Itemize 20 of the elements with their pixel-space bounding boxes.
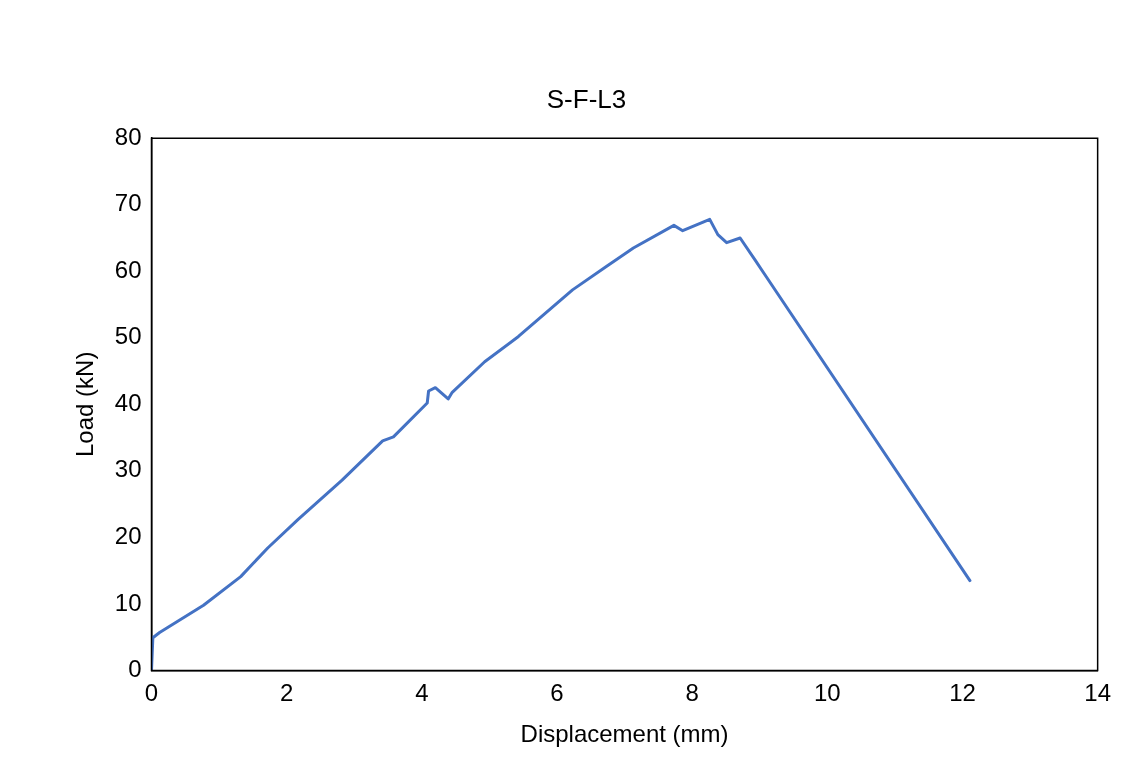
x-tick-label: 12: [949, 679, 976, 707]
y-tick-label: 10: [114, 588, 142, 616]
y-tick-label: 70: [114, 189, 142, 217]
y-tick-label: 60: [114, 255, 142, 283]
chart-title: S-F-L3: [546, 83, 627, 114]
x-tick-label: 4: [415, 679, 429, 707]
x-tick-label: 10: [813, 679, 841, 707]
y-tick-label: 40: [114, 388, 142, 416]
x-tick-label: 8: [685, 679, 699, 707]
y-tick-label: 80: [114, 122, 142, 150]
y-tick-label: 20: [114, 521, 142, 549]
x-tick-label: 14: [1084, 679, 1111, 707]
x-axis-title: Displacement (mm): [520, 720, 729, 748]
y-axis-title: Load (kN): [71, 351, 99, 457]
y-tick-label: 50: [114, 322, 142, 350]
y-tick-label: 0: [128, 655, 142, 683]
y-tick-label: 30: [114, 455, 142, 483]
x-tick-label: 6: [550, 679, 564, 707]
x-tick-label: 0: [144, 679, 159, 707]
x-tick-label: 2: [279, 679, 294, 707]
